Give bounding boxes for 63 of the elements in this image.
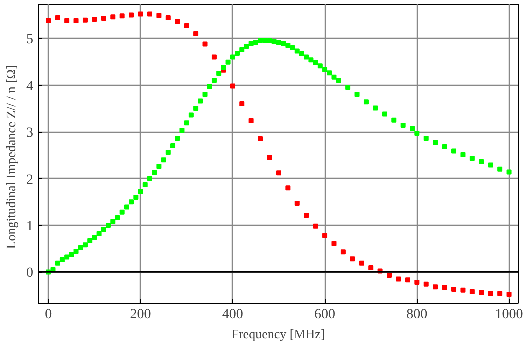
point bbox=[368, 265, 374, 270]
point bbox=[120, 14, 125, 19]
point bbox=[359, 260, 364, 266]
point bbox=[424, 282, 429, 287]
point bbox=[267, 155, 272, 160]
point bbox=[55, 16, 60, 21]
x-tick-label: 1000 bbox=[495, 308, 524, 322]
point bbox=[322, 233, 328, 238]
y-tick-label: 0 bbox=[26, 266, 34, 282]
point bbox=[452, 286, 457, 292]
point bbox=[82, 18, 88, 23]
point bbox=[248, 118, 254, 124]
point bbox=[433, 284, 438, 290]
point bbox=[340, 250, 346, 255]
point bbox=[460, 288, 466, 293]
point bbox=[276, 170, 282, 176]
point bbox=[212, 54, 217, 60]
point bbox=[350, 256, 356, 262]
y-tick-label: 1 bbox=[26, 219, 34, 234]
x-axis-title: Frequency [MHz] bbox=[232, 326, 326, 342]
x-tick-label: 400 bbox=[222, 308, 244, 322]
point bbox=[442, 285, 448, 290]
point bbox=[147, 12, 152, 17]
point bbox=[110, 14, 116, 20]
y-tick-label: 5 bbox=[26, 32, 34, 48]
x-tick-label: 200 bbox=[130, 308, 152, 322]
point bbox=[506, 292, 512, 298]
point bbox=[230, 84, 236, 89]
y-axis-title: Longitudinal Impedance Z// / n [Ω] bbox=[4, 65, 18, 250]
point bbox=[202, 42, 208, 47]
point bbox=[294, 201, 300, 206]
y-tick-label: 4 bbox=[26, 79, 34, 94]
point bbox=[304, 213, 310, 218]
point bbox=[166, 16, 171, 21]
point bbox=[184, 23, 190, 28]
point bbox=[470, 289, 475, 294]
point bbox=[414, 280, 420, 285]
point bbox=[46, 18, 52, 24]
point bbox=[92, 16, 98, 22]
point bbox=[313, 224, 318, 229]
point bbox=[175, 19, 180, 24]
point bbox=[156, 13, 162, 18]
point bbox=[138, 12, 144, 17]
x-tick-label: 0 bbox=[45, 308, 52, 322]
y-tick-label: 3 bbox=[26, 126, 34, 142]
point bbox=[405, 278, 410, 283]
x-tick-label: 800 bbox=[406, 308, 428, 322]
point bbox=[396, 276, 402, 282]
point bbox=[286, 186, 291, 191]
point bbox=[332, 241, 337, 246]
point bbox=[129, 12, 134, 18]
y-tick-label: 2 bbox=[26, 172, 34, 188]
point bbox=[488, 291, 494, 296]
point bbox=[194, 31, 199, 36]
point bbox=[240, 102, 245, 107]
point bbox=[64, 18, 70, 24]
point bbox=[479, 290, 484, 296]
point bbox=[387, 272, 392, 278]
point bbox=[101, 16, 106, 22]
point bbox=[74, 18, 79, 24]
x-tick-label: 600 bbox=[314, 308, 336, 322]
point bbox=[258, 136, 264, 142]
point bbox=[498, 291, 503, 296]
